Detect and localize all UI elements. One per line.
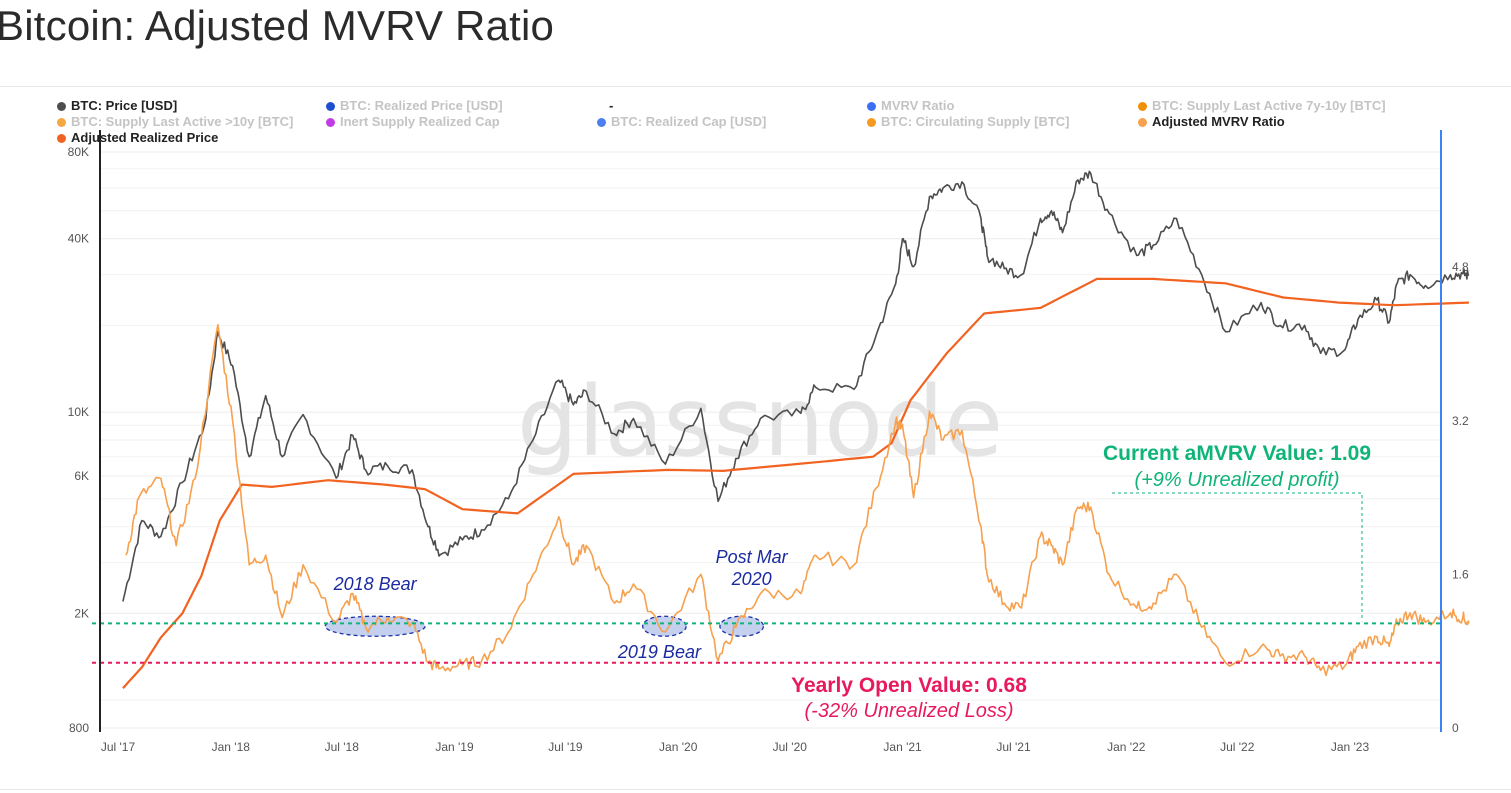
legend-item-realized-cap[interactable]: BTC: Realized Cap [USD] (597, 114, 766, 130)
x-tick-label: Jan '19 (435, 740, 474, 754)
y-left-tick-label: 2K (74, 606, 89, 620)
y-right-tick-label: 3.2 (1452, 414, 1469, 428)
annotation-label-post-mar-line2: 2020 (731, 569, 772, 589)
legend-dot-icon (1138, 117, 1147, 127)
series-lines (122, 170, 1470, 689)
y-left-tick-label: 40K (68, 232, 89, 246)
reference-lines (92, 492, 1441, 664)
series-adjusted-realized-price (122, 277, 1469, 689)
y-left-tick-label: 800 (69, 721, 89, 735)
yearly-open-label: Yearly Open Value: 0.68 (791, 674, 1027, 697)
legend-dot-icon (326, 117, 335, 127)
legend-item-adjusted-mvrv[interactable]: Adjusted MVRV Ratio (1138, 114, 1285, 130)
bear-annotation-ellipse (642, 615, 687, 637)
y-right-tick-label: 0 (1452, 721, 1459, 735)
legend-dot-icon (1138, 101, 1147, 111)
x-tick-label: Jan '18 (212, 740, 251, 754)
legend-item-supply-10y[interactable]: BTC: Supply Last Active >10y [BTC] (57, 114, 293, 130)
legend-item-mvrv-ratio[interactable]: MVRV Ratio (867, 98, 954, 114)
annotation-label-2018-bear: 2018 Bear (333, 574, 418, 594)
x-tick-label: Jul '18 (325, 740, 360, 754)
x-tick-label: Jul '21 (996, 740, 1031, 754)
legend-label: BTC: Supply Last Active >10y [BTC] (71, 114, 294, 129)
legend-item-realized-price[interactable]: BTC: Realized Price [USD] (326, 98, 503, 114)
legend-dot-icon (867, 117, 876, 127)
yearly-open-sublabel: (-32% Unrealized Loss) (805, 700, 1014, 722)
x-tick-label: Jul '22 (1220, 740, 1255, 754)
annotation-ellipses (324, 615, 765, 637)
x-tick-label: Jul '19 (548, 740, 583, 754)
legend-label: - (609, 98, 614, 113)
y-left-tick-label: 10K (68, 405, 89, 419)
x-tick-label: Jan '21 (883, 740, 922, 754)
annotation-labels: Current aMVRV Value: 1.09 (+9% Unrealized… (333, 442, 1371, 722)
annotation-label-2019-bear: 2019 Bear (617, 642, 702, 662)
chart-legend: BTC: Price [USD] BTC: Realized Price [US… (0, 98, 1511, 146)
legend-dot-icon (597, 117, 606, 127)
x-tick-label: Jul '20 (773, 740, 808, 754)
axes: 80K 40K 10K 6K 2K 800 4.8 3.2 1.6 0 Jul '17 Jan '18… (68, 130, 1469, 754)
watermark-text: glassnode (517, 366, 1003, 478)
current-value-label: Current aMVRV Value: 1.09 (1103, 442, 1371, 465)
legend-label: BTC: Circulating Supply [BTC] (881, 114, 1070, 129)
series-btc-price-usd (122, 170, 1470, 602)
legend-label: Inert Supply Realized Cap (340, 114, 500, 129)
bottom-divider (0, 789, 1511, 790)
y-left-tick-label: 80K (68, 145, 89, 159)
legend-item-inert-supply[interactable]: Inert Supply Realized Cap (326, 114, 500, 130)
legend-dot-icon (326, 101, 335, 111)
y-right-tick-label: 1.6 (1452, 567, 1469, 581)
legend-dot-icon (57, 133, 66, 143)
x-tick-label: Jan '20 (659, 740, 698, 754)
x-tick-label: Jan '22 (1107, 740, 1146, 754)
grid-lines (100, 151, 1441, 729)
bear-annotation-ellipse (719, 615, 765, 637)
series-adjusted-mvrv-ratio (125, 324, 1470, 677)
legend-label: BTC: Price [USD] (71, 98, 178, 113)
y-right-tick-label: 4.8 (1452, 260, 1469, 274)
current-value-connector (1112, 492, 1363, 622)
legend-dot-icon (867, 101, 876, 111)
title-divider (0, 86, 1511, 87)
legend-label: MVRV Ratio (881, 98, 955, 113)
page-title: Bitcoin: Adjusted MVRV Ratio (0, 2, 555, 49)
legend-dot-icon (57, 117, 66, 127)
legend-item-dash[interactable]: - (609, 98, 613, 114)
annotation-label-post-mar-line1: Post Mar (716, 547, 789, 567)
legend-item-btc-price[interactable]: BTC: Price [USD] (57, 98, 177, 114)
legend-item-circulating-supply[interactable]: BTC: Circulating Supply [BTC] (867, 114, 1070, 130)
legend-label: BTC: Realized Price [USD] (340, 98, 503, 113)
legend-item-adjusted-realized-price[interactable]: Adjusted Realized Price (57, 130, 218, 146)
x-tick-label: Jul '17 (101, 740, 136, 754)
legend-dot-icon (57, 101, 66, 111)
legend-label: Adjusted Realized Price (71, 130, 219, 145)
bear-annotation-ellipse (324, 615, 426, 637)
current-value-sublabel: (+9% Unrealized profit) (1134, 469, 1339, 491)
legend-label: Adjusted MVRV Ratio (1152, 114, 1285, 129)
legend-label: BTC: Supply Last Active 7y-10y [BTC] (1152, 98, 1386, 113)
legend-label: BTC: Realized Cap [USD] (611, 114, 767, 129)
x-tick-label: Jan '23 (1331, 740, 1370, 754)
legend-item-supply-7y-10y[interactable]: BTC: Supply Last Active 7y-10y [BTC] (1138, 98, 1386, 114)
y-left-tick-label: 6K (74, 469, 89, 483)
